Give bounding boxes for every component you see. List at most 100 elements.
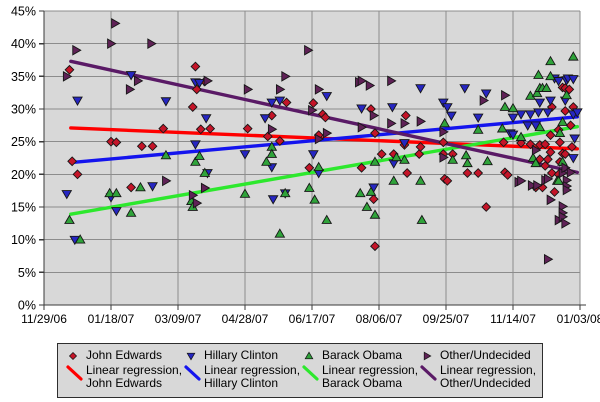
data-point-diamond xyxy=(565,120,576,131)
data-point-triangle-down xyxy=(441,103,453,113)
data-point-triangle-down xyxy=(110,207,122,217)
legend-column-hillary-clinton: Hillary Clinton Linear regression, Hillar… xyxy=(184,347,302,395)
legend-item-regression-john-edwards: Linear regression, John Edwards xyxy=(66,364,184,390)
x-axis-tick-label: 01/03/08 xyxy=(557,312,600,326)
data-point-diamond xyxy=(473,168,484,178)
data-point-triangle-up xyxy=(104,187,116,198)
legend-regression-label-line2: Barack Obama xyxy=(322,376,403,390)
y-axis-tick-label: 20% xyxy=(11,168,36,182)
data-point-diamond xyxy=(438,137,449,148)
x-axis-tick-label: 08/06/07 xyxy=(356,312,403,326)
legend-item-hillary-clinton: Hillary Clinton xyxy=(184,347,302,364)
data-point-triangle-up xyxy=(279,187,291,198)
data-point-diamond xyxy=(190,61,201,72)
data-point-triangle-down xyxy=(321,92,333,102)
data-point-triangle-down xyxy=(571,108,583,118)
regression-line-swatch-icon xyxy=(302,365,319,381)
data-point-diamond xyxy=(462,168,473,178)
data-point-triangle-up xyxy=(261,156,272,166)
data-point-triangle-up xyxy=(309,194,321,204)
x-axis-tick-label: 09/25/07 xyxy=(423,312,470,326)
data-point-diamond xyxy=(400,110,411,121)
data-point-triangle-up xyxy=(567,51,579,61)
data-point-triangle-up xyxy=(460,149,472,160)
data-point-triangle-right xyxy=(531,144,542,156)
data-point-triangle-right xyxy=(533,180,543,191)
data-point-triangle-right xyxy=(566,166,577,178)
y-axis-tick-label: 25% xyxy=(11,135,36,149)
data-point-triangle-down xyxy=(522,121,534,131)
legend-item-barack-obama: Barack Obama xyxy=(302,347,420,364)
legend-regression-label-line2: Other/Undecided xyxy=(440,376,531,390)
data-point-triangle-right xyxy=(314,84,325,95)
legend-item-regression-hillary-clinton: Linear regression, Hillary Clinton xyxy=(184,364,302,390)
data-point-triangle-down xyxy=(190,140,201,150)
x-axis-tick-label: 06/17/07 xyxy=(289,312,336,326)
y-axis-tick-label: 0% xyxy=(18,299,36,313)
legend-column-john-edwards: John Edwards Linear regression, John Edwa… xyxy=(66,347,184,395)
data-point-triangle-right xyxy=(400,117,410,129)
data-point-triangle-right xyxy=(72,44,82,56)
data-point-triangle-down xyxy=(567,75,579,85)
data-point-triangle-up xyxy=(399,154,410,164)
data-point-triangle-right xyxy=(543,173,554,185)
data-point-triangle-right xyxy=(561,162,571,174)
data-point-triangle-down xyxy=(437,98,449,108)
data-point-triangle-up xyxy=(533,69,544,79)
data-point-triangle-right xyxy=(200,182,211,194)
data-point-diamond xyxy=(560,106,571,116)
data-point-triangle-down xyxy=(515,110,527,120)
legend-item-regression-barack-obama: Linear regression, Barack Obama xyxy=(302,364,420,390)
data-point-triangle-up xyxy=(534,121,546,132)
data-point-triangle-up xyxy=(525,90,536,100)
data-point-triangle-down xyxy=(553,77,564,87)
data-point-triangle-up xyxy=(416,214,428,224)
data-point-triangle-up xyxy=(499,101,511,111)
data-point-triangle-up xyxy=(354,187,366,198)
data-point-triangle-up xyxy=(369,209,381,219)
data-point-diamond xyxy=(376,149,387,160)
data-point-triangle-right xyxy=(561,217,571,229)
data-point-triangle-down xyxy=(445,111,457,122)
data-point-triangle-down xyxy=(567,154,579,164)
data-point-diamond xyxy=(274,136,285,146)
data-point-triangle-right xyxy=(501,89,511,101)
data-point-diamond xyxy=(402,168,413,178)
data-point-triangle-up xyxy=(303,182,315,192)
data-point-triangle-right xyxy=(147,38,157,50)
data-point-triangle-right xyxy=(62,70,73,82)
legend-regression-label: Linear regression, Hillary Clinton xyxy=(204,364,300,390)
legend: John Edwards Linear regression, John Edwa… xyxy=(57,343,543,398)
data-point-triangle-right xyxy=(365,80,376,91)
data-point-diamond xyxy=(281,97,292,108)
data-point-diamond xyxy=(72,169,83,180)
data-point-diamond xyxy=(368,194,379,205)
regression-line xyxy=(69,115,580,165)
x-axis-tick-label: 01/18/07 xyxy=(88,312,135,326)
data-point-diamond xyxy=(308,98,319,109)
scatter-plot-area: 0% 5% 10% 15% 20% 25% 30% 35% 40% 45% 11/29/06 01/1… xyxy=(11,5,600,327)
data-point-triangle-up xyxy=(365,186,377,196)
data-point-triangle-right xyxy=(546,194,557,206)
legend-item-regression-other-undecided: Linear regression, Other/Undecided xyxy=(420,364,538,390)
data-point-triangle-up xyxy=(239,188,251,198)
data-point-triangle-right xyxy=(369,110,380,121)
data-point-triangle-down xyxy=(533,108,544,118)
data-point-diamond xyxy=(442,175,453,186)
data-point-triangle-up xyxy=(199,167,211,177)
data-point-diamond xyxy=(126,182,137,193)
data-point-diamond xyxy=(111,137,122,148)
x-axis-tick-label: 11/14/07 xyxy=(490,312,536,326)
data-point-triangle-right xyxy=(304,44,314,56)
data-point-diamond xyxy=(545,147,556,158)
data-point-triangle-up xyxy=(545,55,556,66)
data-point-triangle-down xyxy=(459,84,471,94)
legend-regression-label-line1: Linear regression, xyxy=(86,363,183,377)
diamond-marker-icon xyxy=(68,351,78,360)
data-point-triangle-up xyxy=(530,157,542,168)
data-point-diamond xyxy=(187,102,198,112)
data-point-diamond xyxy=(370,128,380,139)
data-point-triangle-up xyxy=(160,149,172,160)
data-point-triangle-up xyxy=(447,154,459,164)
data-point-diamond xyxy=(195,124,206,135)
